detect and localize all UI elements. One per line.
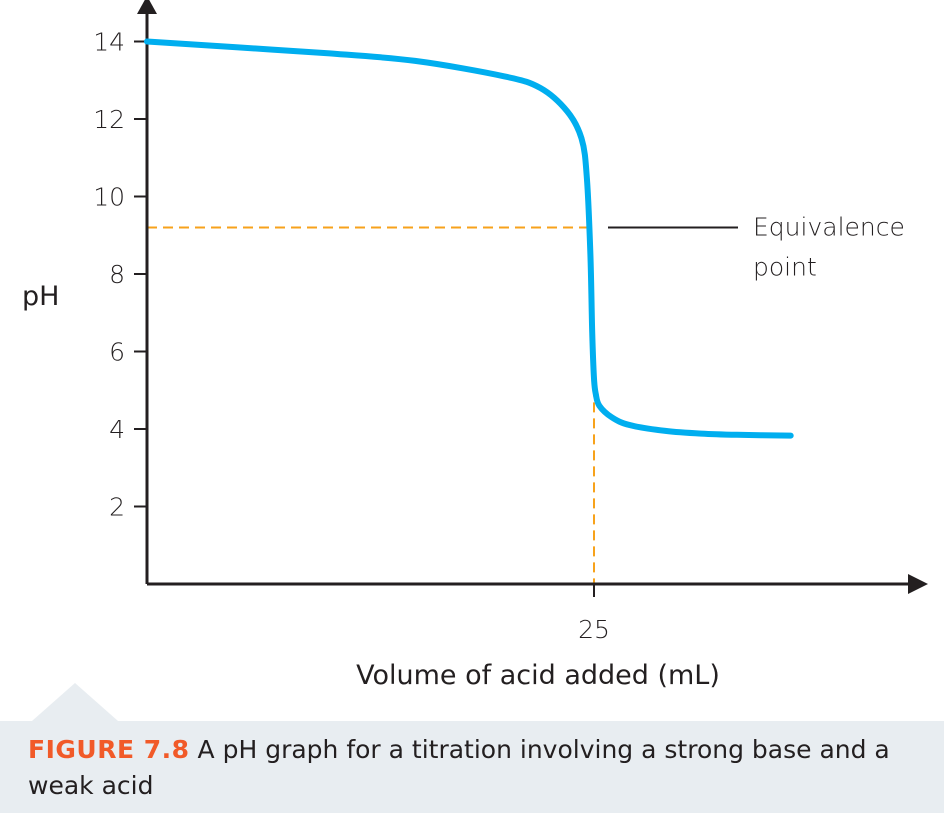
y-tick-label: 8	[109, 260, 125, 289]
titration-chart: 2 4 6 8 10 12 14 25 Equivalence point pH Volume …	[22, 0, 928, 690]
titration-curve	[144, 38, 794, 439]
caption-pointer	[32, 683, 118, 721]
figure-caption: FIGURE 7.8 A pH graph for a titration inv…	[28, 732, 928, 804]
y-tick-label: 2	[109, 493, 125, 522]
caption-text: A pH graph for a titration involving a s…	[28, 735, 890, 800]
x-tick-label: 25	[578, 615, 610, 644]
y-tick-label: 12	[93, 105, 125, 134]
y-tick-label: 4	[109, 415, 125, 444]
y-tick-label: 10	[93, 183, 125, 212]
x-axis-title: Volume of acid added (mL)	[356, 660, 720, 690]
x-axis-arrow	[908, 574, 928, 594]
caption-panel	[0, 721, 944, 813]
figure-label: FIGURE 7.8	[28, 735, 190, 764]
annotation-line-2: point	[753, 253, 817, 282]
y-axis-title: pH	[22, 281, 59, 312]
y-tick-label: 14	[93, 28, 125, 57]
y-tick-label: 6	[109, 338, 125, 367]
y-axis-arrow	[137, 0, 157, 14]
annotation-line-1: Equivalence	[753, 213, 905, 242]
